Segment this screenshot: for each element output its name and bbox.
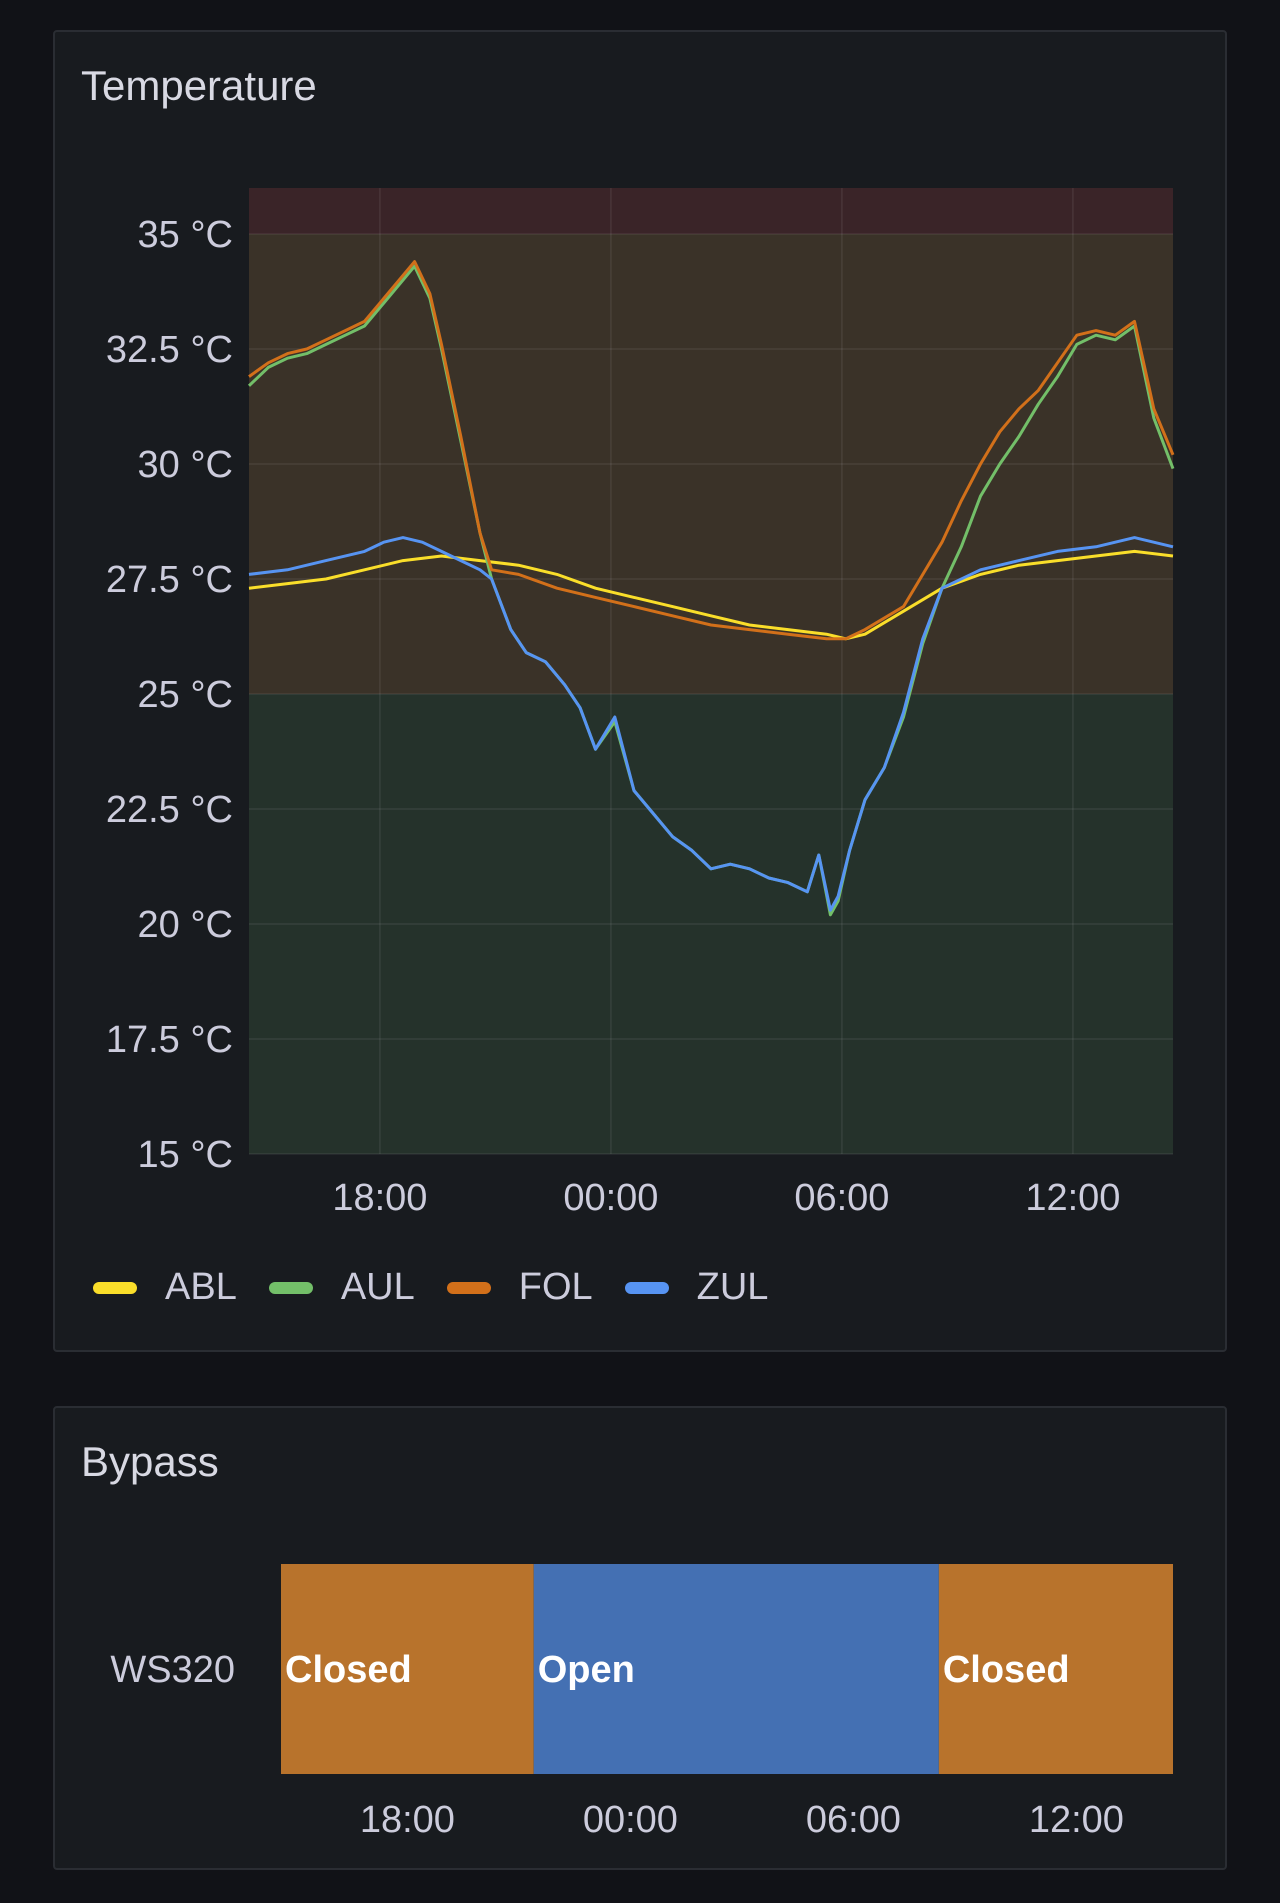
x-tick-label: 06:00: [794, 1177, 889, 1219]
y-tick-label: 25 °C: [138, 674, 233, 716]
temperature-panel: Temperature 15 °C 17.5 °C 20 °C 22.5 °C 25 °…: [53, 30, 1227, 1352]
panel-title: Bypass: [81, 1438, 219, 1485]
chart-legend: ABL AUL FOL ZUL: [93, 1266, 800, 1309]
threshold-band: [249, 188, 1173, 234]
x-tick-label: 18:00: [332, 1177, 427, 1219]
legend-label: FOL: [518, 1266, 593, 1308]
legend-item-aul[interactable]: AUL: [268, 1266, 415, 1309]
x-tick-label: 06:00: [806, 1799, 901, 1841]
panel-title: Temperature: [81, 62, 317, 109]
state-segment-closed[interactable]: [281, 1564, 534, 1774]
x-tick-label: 18:00: [360, 1799, 455, 1841]
temperature-chart[interactable]: 15 °C 17.5 °C 20 °C 22.5 °C 25 °C 27.5 °C 30 °…: [55, 32, 1225, 1272]
legend-item-zul[interactable]: ZUL: [624, 1266, 769, 1309]
x-tick-label: 00:00: [563, 1177, 658, 1219]
x-tick-label: 12:00: [1029, 1799, 1124, 1841]
y-tick-label: 15 °C: [138, 1134, 233, 1176]
y-tick-label: 32.5 °C: [106, 329, 233, 371]
row-label: WS320: [110, 1649, 235, 1691]
series-line-abl[interactable]: [248, 549, 1174, 641]
x-tick-label: 12:00: [1025, 1177, 1120, 1219]
grid: [249, 188, 1173, 1155]
legend-item-fol[interactable]: FOL: [446, 1266, 593, 1309]
legend-swatch: [446, 1281, 491, 1294]
legend-swatch: [268, 1281, 313, 1294]
legend-label: AUL: [340, 1266, 415, 1308]
legend-item-abl[interactable]: ABL: [93, 1266, 237, 1309]
y-tick-label: 22.5 °C: [106, 789, 233, 831]
legend-swatch: [624, 1281, 669, 1294]
state-segment-closed[interactable]: [938, 1564, 1173, 1774]
y-tick-label: 20 °C: [138, 904, 233, 946]
bypass-state-timeline[interactable]: WS320 Closed Open Closed 18:00 00:00 06:00 12:0…: [55, 1408, 1225, 1868]
bypass-panel: Bypass WS320 Closed Open Closed 18:00 00:00 06…: [53, 1406, 1227, 1870]
legend-swatch: [93, 1281, 137, 1294]
series-line-fol[interactable]: [248, 260, 1175, 641]
state-label: Closed: [943, 1649, 1070, 1691]
threshold-band: [249, 694, 1173, 1154]
state-label: Closed: [285, 1649, 412, 1691]
y-tick-label: 35 °C: [138, 214, 233, 256]
state-label: Open: [538, 1649, 635, 1691]
series-line-zul[interactable]: [248, 536, 1174, 912]
y-tick-label: 27.5 °C: [106, 559, 233, 601]
y-tick-label: 17.5 °C: [106, 1019, 233, 1061]
x-tick-label: 00:00: [583, 1799, 678, 1841]
y-tick-label: 30 °C: [138, 444, 233, 486]
state-segment-open[interactable]: [533, 1564, 939, 1774]
legend-label: ABL: [165, 1266, 237, 1308]
legend-label: ZUL: [696, 1266, 769, 1308]
